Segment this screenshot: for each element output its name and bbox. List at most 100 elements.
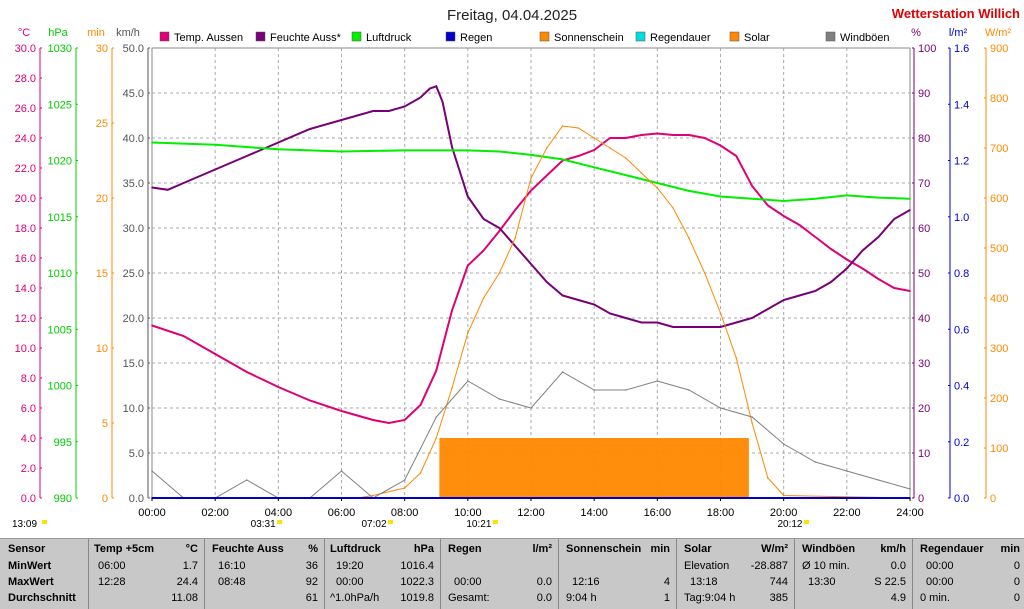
tick-label-sunmin: 0 [102, 493, 108, 505]
legend-swatch [540, 32, 549, 41]
stat-rain-total-label: Gesamt: [448, 592, 490, 604]
stat-humidity-avg: 61 [306, 592, 318, 604]
point-solar [641, 172, 643, 174]
point-temp-aussen [499, 230, 501, 232]
point-temp-aussen [767, 205, 769, 207]
axis-unit-humidity: % [911, 27, 921, 39]
tick-label-solar: 0 [990, 493, 996, 505]
tick-label-humidity: 30 [918, 358, 930, 370]
point-solar [578, 127, 580, 129]
point-solar [467, 332, 469, 334]
point-feuchte-auss [735, 322, 737, 324]
point-luftdruck [562, 159, 564, 161]
point-feuchte-auss [909, 209, 911, 211]
stat-rain-unit: l/m² [532, 543, 552, 555]
tick-label-rain: 1.0 [954, 212, 969, 224]
stat-pressure-max-time: 00:00 [336, 576, 364, 588]
point-feuchte-auss [893, 218, 895, 220]
tick-label-pressure: 1000 [48, 381, 72, 393]
stat-solar-max-value: 744 [770, 576, 788, 588]
point-temp-aussen [183, 335, 185, 337]
point-luftdruck [657, 182, 659, 184]
tick-label-temp: 14.0 [15, 283, 36, 295]
tick-label-humidity: 40 [918, 313, 930, 325]
point-windb-en [404, 479, 406, 481]
point-feuchte-auss [356, 115, 358, 117]
legend-swatch [256, 32, 265, 41]
axis-unit-rain: l/m² [949, 27, 968, 39]
point-feuchte-auss [625, 317, 627, 319]
stat-humidity-min-time: 16:10 [218, 560, 246, 572]
point-feuchte-auss [341, 119, 343, 121]
point-solar [372, 495, 374, 497]
axis-unit-temp: °C [18, 27, 30, 39]
point-solar [546, 147, 548, 149]
tick-label-solar: 900 [990, 43, 1008, 55]
point-windb-en [341, 470, 343, 472]
point-feuchte-auss [799, 295, 801, 297]
x-tick-label: 06:00 [328, 507, 356, 519]
point-luftdruck [404, 150, 406, 152]
point-windb-en [688, 389, 690, 391]
tick-label-pressure: 1030 [48, 43, 72, 55]
legend-label: Windböen [840, 32, 890, 44]
astro-marker [804, 520, 809, 524]
stat-pressure-trend: ^1.0hPa/h [330, 592, 379, 604]
point-feuchte-auss [862, 250, 864, 252]
tick-label-solar: 800 [990, 93, 1008, 105]
stat-solar-avg: 385 [770, 592, 788, 604]
point-temp-aussen [830, 248, 832, 250]
stat-temp-min-value: 1.7 [183, 560, 198, 572]
tick-label-rain: 1.4 [954, 99, 969, 111]
point-solar [593, 137, 595, 139]
point-feuchte-auss [151, 187, 153, 189]
row-label-avg: Durchschnitt [8, 592, 76, 604]
point-feuchte-auss [404, 106, 406, 108]
astro-label: 20:12 [777, 519, 802, 530]
stat-sunshine-header: Sonnenschein [566, 543, 641, 555]
tick-label-temp: 24.0 [15, 133, 36, 145]
tick-label-temp: 28.0 [15, 73, 36, 85]
point-feuchte-auss [483, 218, 485, 220]
astro-label: 03:31 [251, 519, 276, 530]
point-temp-aussen [593, 149, 595, 151]
point-feuchte-auss [278, 142, 280, 144]
tick-label-rain: 0.4 [954, 381, 969, 393]
stat-rain-total: 0.0 [537, 592, 552, 604]
astro-marker [388, 520, 393, 524]
astro-label: 13:09 [12, 519, 37, 530]
point-windb-en [846, 470, 848, 472]
point-feuchte-auss [562, 295, 564, 297]
point-feuchte-auss [609, 313, 611, 315]
tick-label-temp: 2.0 [21, 463, 36, 475]
point-windb-en [783, 443, 785, 445]
point-windb-en [499, 398, 501, 400]
tick-label-humidity: 70 [918, 178, 930, 190]
tick-label-solar: 200 [990, 393, 1008, 405]
tick-label-solar: 500 [990, 243, 1008, 255]
point-luftdruck [751, 198, 753, 200]
tick-label-wind: 40.0 [123, 133, 144, 145]
stat-solar-header: Solar [684, 543, 712, 555]
legend-label: Sonnenschein [554, 32, 624, 44]
point-solar [514, 237, 516, 239]
point-temp-aussen [657, 133, 659, 135]
stat-raindur-max-time: 00:00 [926, 576, 954, 588]
tick-label-temp: 4.0 [21, 433, 36, 445]
tick-label-temp: 10.0 [15, 343, 36, 355]
tick-label-wind: 0.0 [129, 493, 144, 505]
legend-label: Regen [460, 32, 492, 44]
astro-label: 10:21 [466, 519, 491, 530]
point-feuchte-auss [720, 326, 722, 328]
tick-label-sunmin: 15 [96, 268, 108, 280]
stat-raindur-header: Regendauer [920, 543, 984, 555]
point-feuchte-auss [429, 88, 431, 90]
point-feuchte-auss [442, 101, 444, 103]
tick-label-pressure: 990 [54, 493, 72, 505]
point-windb-en [467, 380, 469, 382]
stat-solar: Solar W/m² Elevation -28.887 13:18 744 T… [676, 539, 794, 609]
stat-humidity-header: Feuchte Auss [212, 543, 284, 555]
point-luftdruck [814, 198, 816, 200]
row-label-max: MaxWert [8, 576, 54, 588]
stat-humidity-unit: % [308, 543, 318, 555]
